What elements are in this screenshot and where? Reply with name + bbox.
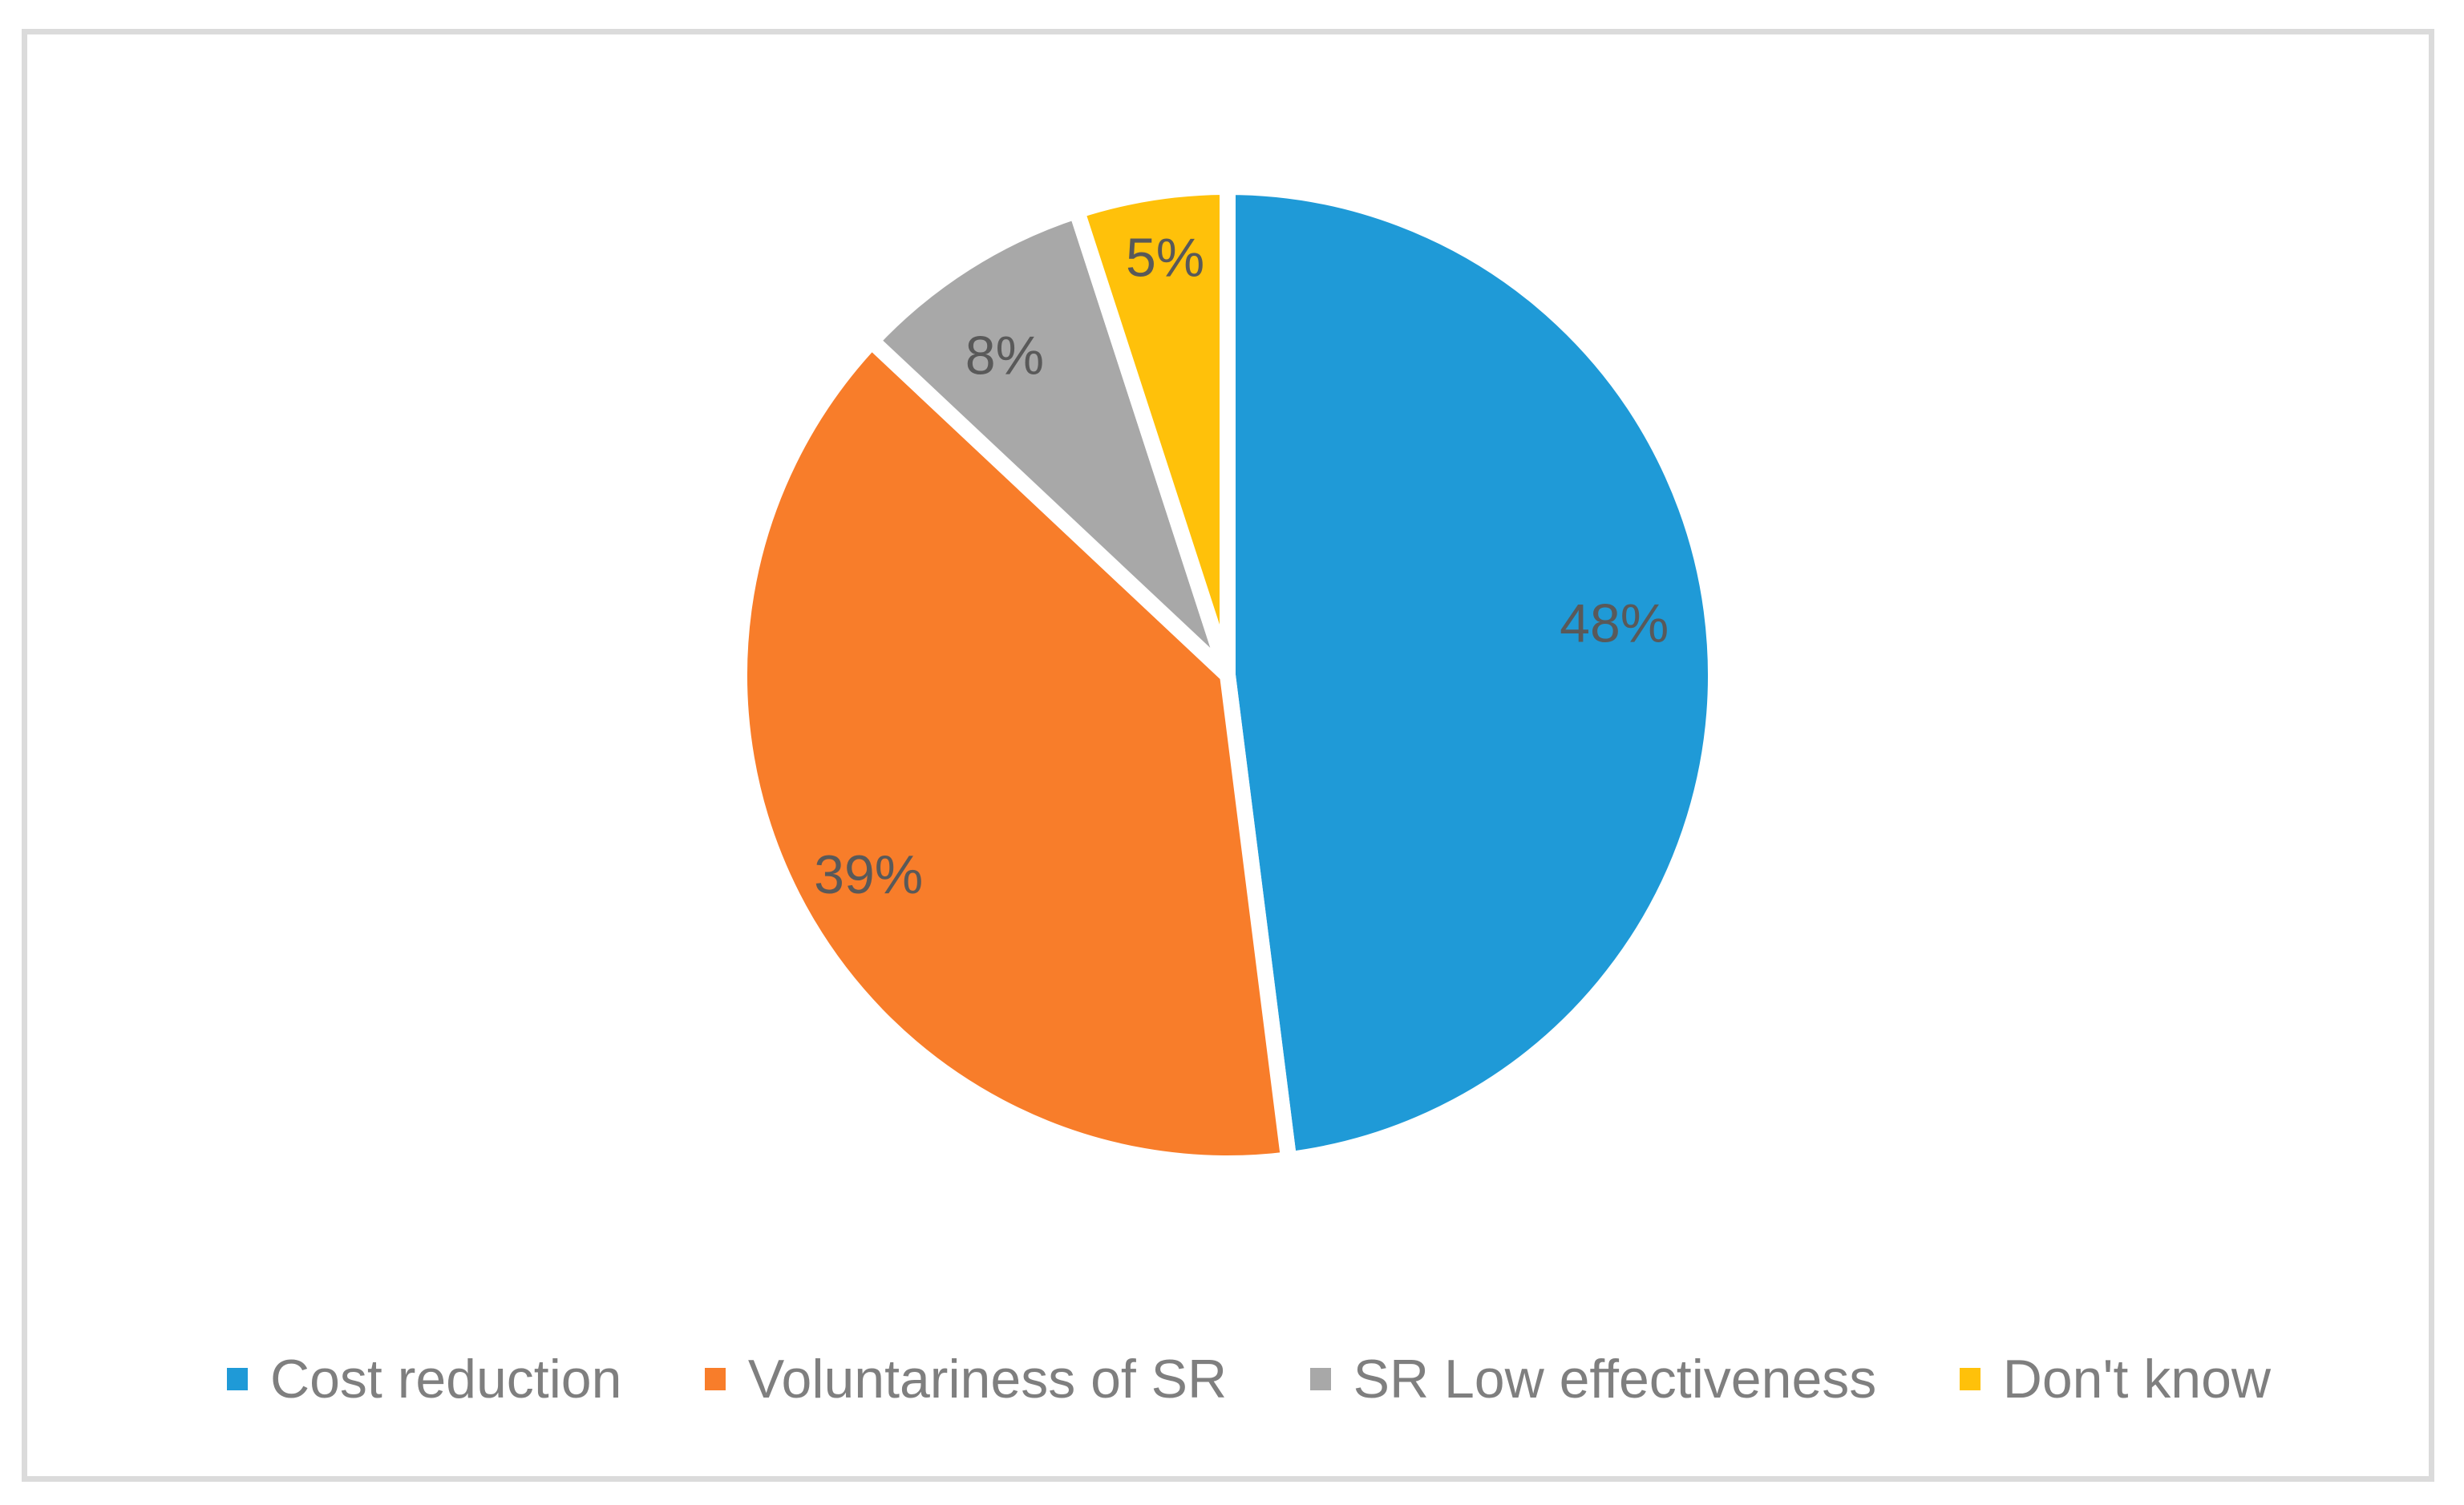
- data-label-cost-reduction: 48%: [1560, 593, 1669, 653]
- legend: Cost reduction Voluntariness of SR SR Low …: [227, 1349, 2271, 1410]
- legend-swatch-icon: [1959, 1368, 1981, 1390]
- data-label-don-t-know: 5%: [1126, 228, 1204, 289]
- data-label-voluntariness-of-sr: 39%: [814, 844, 923, 905]
- data-label-sr-low-effectiveness: 8%: [965, 326, 1044, 386]
- legend-item-voluntariness-of-sr: Voluntariness of SR: [704, 1349, 1228, 1410]
- legend-item-cost-reduction: Cost reduction: [227, 1352, 621, 1406]
- legend-item-label: SR Low effectiveness: [1353, 1349, 1877, 1410]
- pie-slice-sr-low-effectiveness: [860, 200, 1236, 682]
- legend-swatch-icon: [227, 1368, 248, 1390]
- legend-item-label: Cost reduction: [270, 1349, 622, 1410]
- legend-swatch-icon: [704, 1368, 726, 1390]
- legend-item-sr-low-effectiveness: SR Low effectiveness: [1309, 1349, 1877, 1410]
- pie-slice-don-t-know: [1066, 178, 1236, 678]
- legend-item-don-t-know: Don't know: [1959, 1349, 2271, 1410]
- pie-slice-cost-reduction: [1220, 178, 1725, 1169]
- legend-swatch-icon: [1309, 1368, 1331, 1390]
- legend-item-label: Voluntariness of SR: [747, 1349, 1228, 1410]
- pie-slice-voluntariness-of-sr: [731, 329, 1298, 1171]
- legend-item-label: Don't know: [2002, 1349, 2271, 1410]
